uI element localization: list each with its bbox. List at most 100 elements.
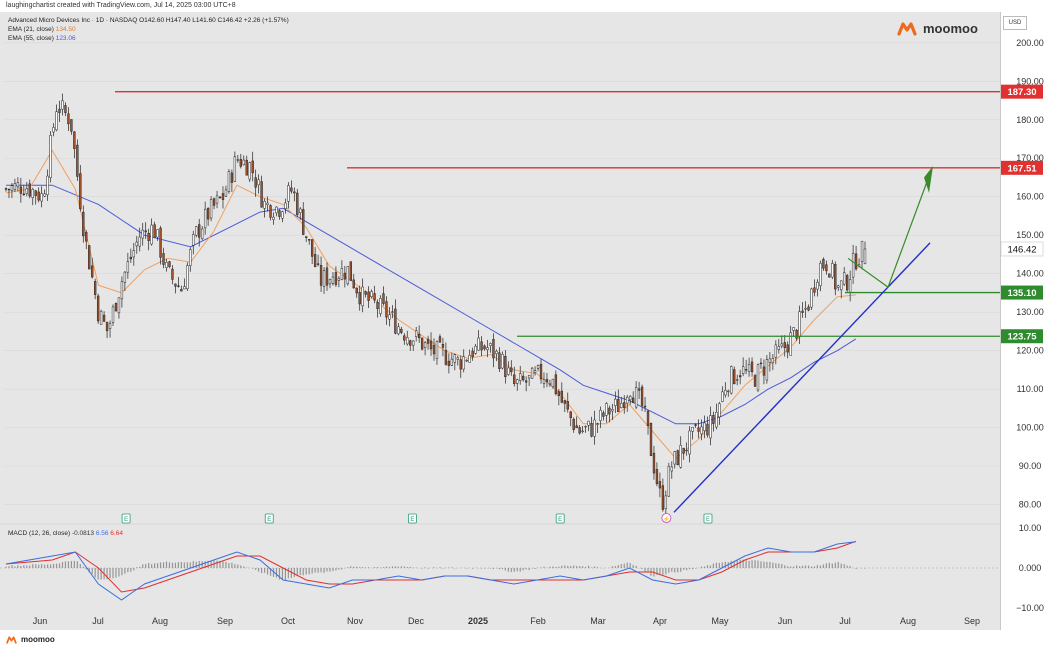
candle-up [501, 354, 504, 369]
candle-up [611, 409, 614, 412]
candle-down [385, 301, 388, 318]
legend-title: Advanced Micro Devices Inc · 1D · NASDAQ… [8, 17, 289, 24]
ema21-line-layer [5, 149, 856, 460]
candle-up [275, 206, 278, 214]
candle-down [845, 275, 849, 291]
ema21-line [5, 149, 856, 460]
candle-up [495, 350, 498, 355]
candle-up [584, 425, 587, 428]
candle-up [700, 426, 703, 435]
candle-down [296, 192, 299, 215]
candle-down [753, 375, 757, 387]
projection-arrow [847, 173, 931, 289]
ema55-line-layer [6, 184, 857, 425]
candle-down [738, 375, 742, 378]
candle-down [712, 414, 715, 424]
candle-up [860, 240, 864, 262]
candle-down [492, 339, 495, 359]
candle-down [432, 345, 436, 355]
candle-up [477, 337, 480, 351]
level-label: 187.30 [1007, 87, 1036, 98]
candle-up [709, 415, 712, 439]
candle-down [144, 230, 147, 233]
candle-up [52, 127, 55, 133]
candle-up [13, 183, 17, 191]
time-tick-label: Dec [408, 616, 425, 626]
marker-glyph: E [410, 517, 414, 523]
candle-down [105, 321, 109, 332]
candle-down [801, 310, 804, 313]
candle-down [355, 287, 358, 294]
candle-down [429, 340, 433, 350]
candle-down [694, 424, 697, 426]
earnings-marker [264, 513, 274, 524]
macd-value-2: 6.56 [95, 530, 109, 537]
candle-up [798, 311, 801, 338]
marker-glyph: ⚡ [663, 515, 670, 523]
candle-up [599, 409, 602, 421]
candle-up [736, 379, 739, 381]
candle-down [96, 295, 100, 322]
candle-up [346, 266, 349, 285]
candle-down [807, 306, 810, 311]
candle-down [813, 287, 816, 293]
candle-up [281, 211, 284, 219]
candle-up [108, 323, 112, 329]
price-chart[interactable]: 187.30 167.51 135.10 123.75 146.42 200.00 190… [0, 0, 1050, 630]
legend-ema21-label: EMA (21, close) [8, 26, 54, 33]
footer-logo-icon [6, 636, 17, 644]
candle-down [557, 391, 561, 396]
candle-down [382, 293, 385, 304]
candle-up [209, 199, 213, 219]
candle-down [649, 423, 653, 457]
candle-up [25, 188, 28, 194]
candle-up [620, 403, 623, 408]
candle-up [810, 288, 813, 308]
candle-down [822, 258, 825, 269]
candle-down [22, 193, 26, 195]
candle-down [367, 291, 370, 301]
candle-up [789, 332, 792, 356]
candle-up [337, 278, 341, 281]
candle-up [423, 342, 427, 348]
macd-line [5, 541, 856, 601]
candle-down [744, 369, 748, 371]
trendline [673, 242, 931, 513]
price-tick-label: 150.00 [1016, 230, 1044, 240]
candle-up [287, 185, 290, 202]
candle-down [82, 211, 85, 237]
candle-up [670, 466, 673, 472]
candle-up [741, 366, 745, 375]
candle-down [349, 261, 352, 281]
candle-up [227, 171, 231, 192]
candle-up [771, 358, 775, 363]
currency-label[interactable]: USD [1003, 16, 1027, 30]
candle-down [637, 388, 641, 391]
candle-down [617, 398, 620, 413]
macd-pane [0, 523, 1000, 601]
candle-up [462, 356, 465, 370]
price-tick-label: 200.00 [1016, 38, 1044, 48]
level-badge [1001, 84, 1043, 99]
candle-up [792, 327, 795, 331]
candle-down [376, 302, 379, 310]
candle-up [183, 286, 186, 290]
candle-down [539, 364, 543, 380]
candle-down [343, 272, 347, 280]
candle-down [198, 224, 201, 238]
chart-area[interactable] [0, 12, 1000, 630]
candle-down [676, 450, 679, 466]
candle-up [468, 355, 471, 363]
candle-down [310, 239, 314, 257]
event-markers-layer: E E E E ⚡ E [121, 513, 713, 524]
time-tick-label: Jun [33, 616, 48, 626]
price-axis[interactable] [1000, 12, 1050, 630]
candle-up [99, 310, 103, 325]
candle-down [417, 333, 421, 339]
drawings-layer [673, 165, 933, 513]
candle-up [465, 359, 468, 362]
candle-up [756, 364, 760, 391]
price-tick-label: 130.00 [1016, 307, 1044, 317]
candle-down [293, 191, 296, 194]
level-label: 167.51 [1007, 163, 1037, 174]
